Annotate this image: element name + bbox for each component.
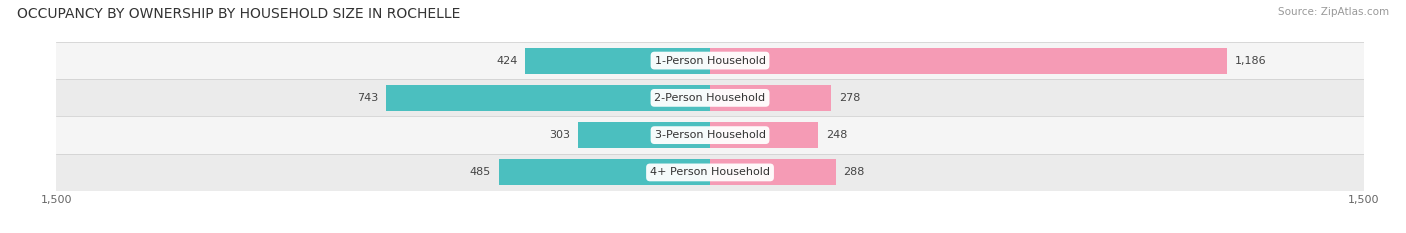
Bar bbox=[56, 79, 1364, 116]
Text: 424: 424 bbox=[496, 56, 517, 65]
Bar bbox=[56, 154, 1364, 191]
Text: 2-Person Household: 2-Person Household bbox=[654, 93, 766, 103]
Bar bbox=[56, 42, 1364, 79]
Bar bbox=[499, 159, 710, 185]
Text: 303: 303 bbox=[550, 130, 569, 140]
Bar bbox=[710, 122, 818, 148]
Text: 1-Person Household: 1-Person Household bbox=[655, 56, 765, 65]
Text: Source: ZipAtlas.com: Source: ZipAtlas.com bbox=[1278, 7, 1389, 17]
Text: 288: 288 bbox=[844, 168, 865, 177]
Text: 278: 278 bbox=[839, 93, 860, 103]
Text: 743: 743 bbox=[357, 93, 378, 103]
Bar bbox=[387, 85, 710, 111]
Bar bbox=[710, 85, 831, 111]
Bar bbox=[526, 48, 710, 74]
Text: 1,186: 1,186 bbox=[1234, 56, 1267, 65]
Bar bbox=[710, 48, 1227, 74]
Bar bbox=[710, 159, 835, 185]
Text: 485: 485 bbox=[470, 168, 491, 177]
Text: 248: 248 bbox=[825, 130, 848, 140]
Text: OCCUPANCY BY OWNERSHIP BY HOUSEHOLD SIZE IN ROCHELLE: OCCUPANCY BY OWNERSHIP BY HOUSEHOLD SIZE… bbox=[17, 7, 460, 21]
Bar bbox=[578, 122, 710, 148]
Bar bbox=[56, 116, 1364, 154]
Text: 3-Person Household: 3-Person Household bbox=[655, 130, 765, 140]
Text: 4+ Person Household: 4+ Person Household bbox=[650, 168, 770, 177]
